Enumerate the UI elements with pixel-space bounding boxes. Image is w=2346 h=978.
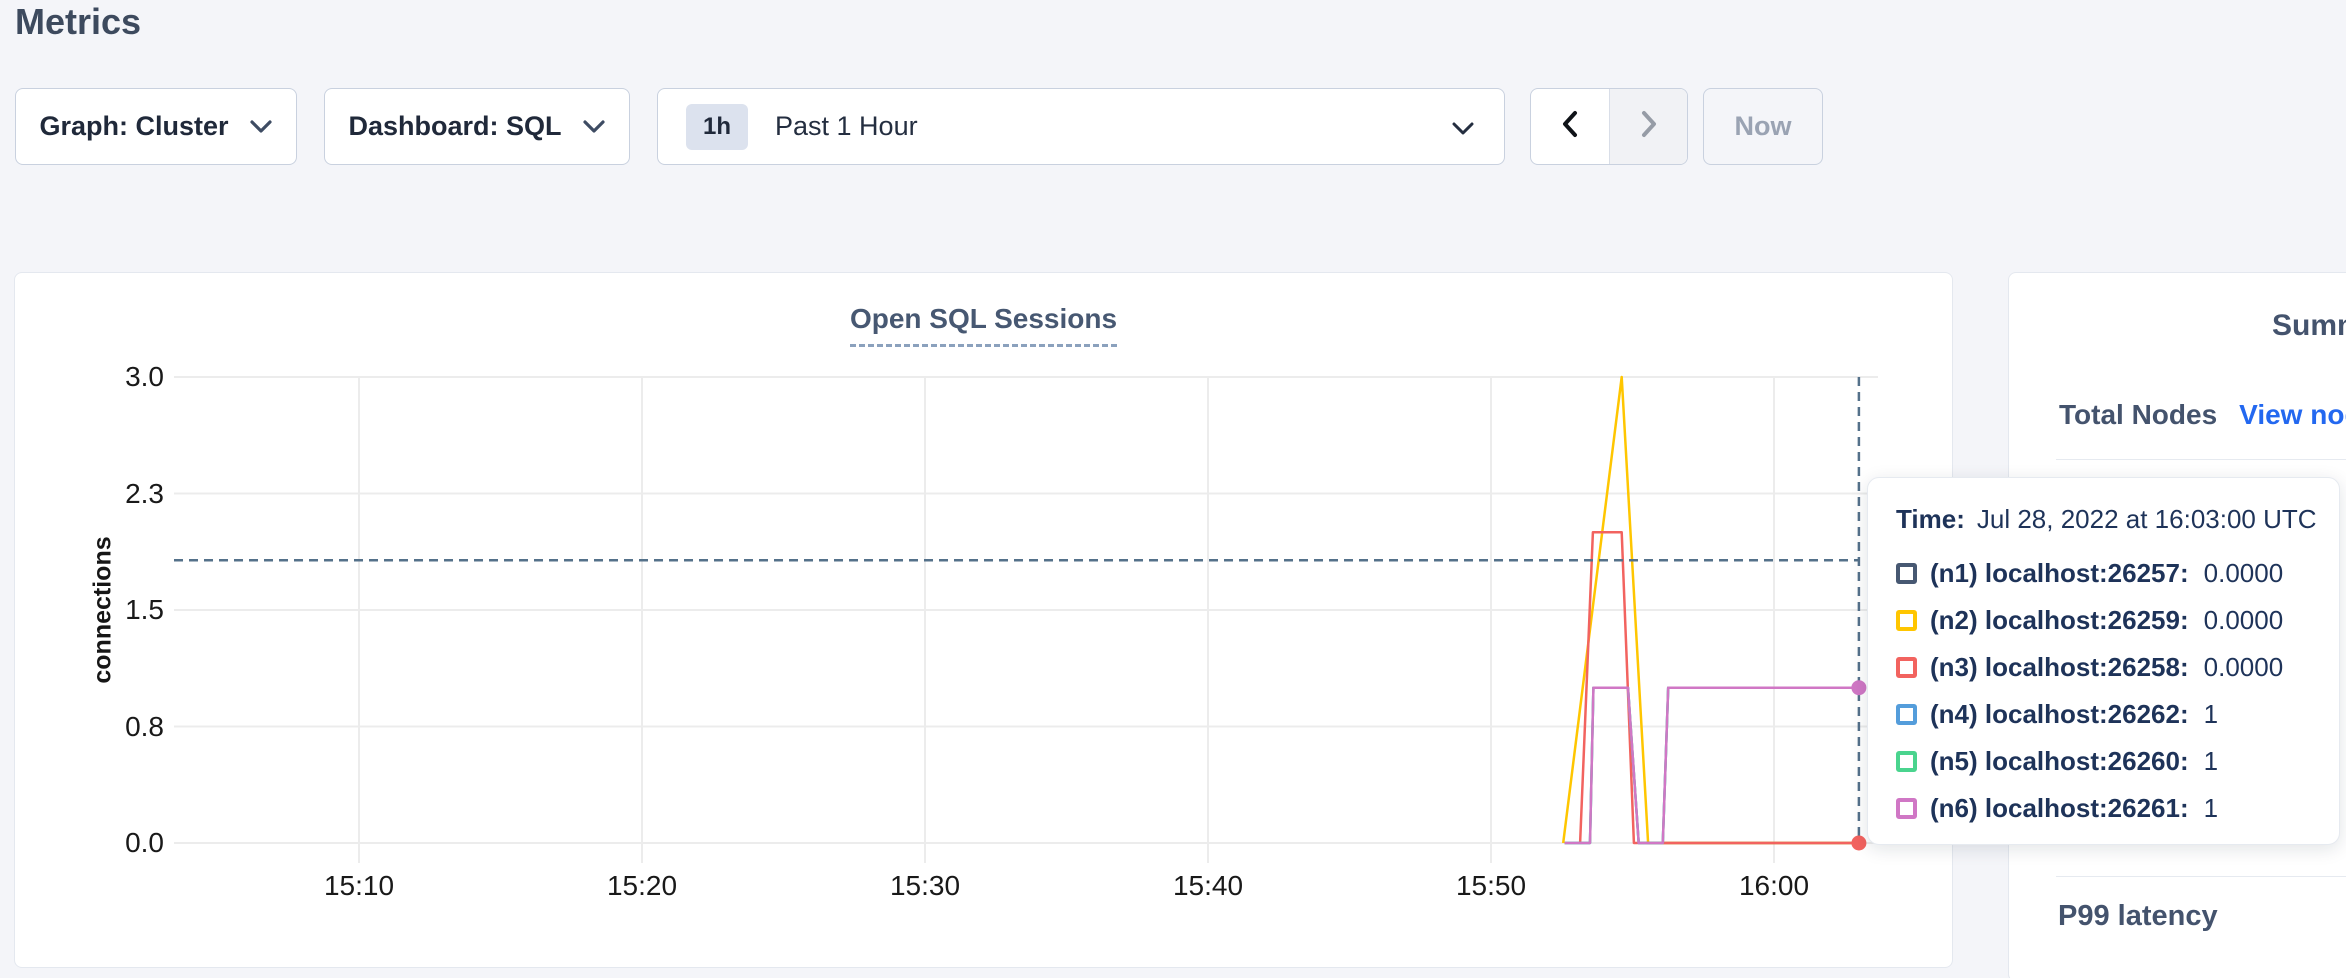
total-nodes-label: Total Nodes — [2059, 399, 2218, 430]
page-title: Metrics — [15, 1, 142, 42]
chevron-right-icon — [1639, 109, 1659, 144]
open-sql-sessions-chart-card: Open SQL Sessions connections 3.0 2.3 1.5 0… — [14, 272, 1953, 968]
tooltip-node-label: (n4) localhost:26262: — [1930, 698, 2189, 729]
tooltip-time-value: Jul 28, 2022 at 16:03:00 UTC — [1976, 504, 2317, 534]
chevron-down-icon — [582, 119, 606, 134]
tooltip-node-value: 1 — [2203, 698, 2219, 729]
series-swatch-icon — [1896, 562, 1917, 584]
tooltip-time-label: Time: — [1896, 504, 1965, 534]
chevron-left-icon — [1560, 109, 1580, 144]
series-swatch-icon — [1896, 656, 1917, 678]
x-tick-label: 15:50 — [1455, 870, 1527, 901]
tooltip-node-value: 1 — [2203, 745, 2219, 776]
previous-timeframe-button[interactable] — [1531, 89, 1609, 164]
chart-title[interactable]: Open SQL Sessions — [849, 303, 1118, 347]
divider — [2056, 876, 2346, 877]
series-end-dot — [1851, 835, 1867, 851]
series-swatch-icon — [1896, 750, 1917, 772]
tooltip-node-value: 0.0000 — [2203, 604, 2284, 635]
y-tick-label: 0.8 — [125, 710, 164, 742]
y-tick-label: 0.0 — [125, 827, 164, 858]
tooltip-rows: (n1) localhost:26257: 0.0000 (n2) localhos… — [1896, 558, 2311, 823]
tooltip-row: (n3) localhost:26258: 0.0000 — [1896, 652, 2311, 682]
graph-dropdown[interactable]: Graph: Cluster — [15, 88, 297, 165]
dashboard-dropdown-label: Dashboard: SQL — [348, 111, 562, 141]
tooltip-node-value: 0.0000 — [2203, 557, 2284, 588]
x-tick-label: 15:10 — [323, 870, 395, 901]
dashboard-dropdown[interactable]: Dashboard: SQL — [324, 88, 630, 165]
series-swatch-icon — [1896, 797, 1917, 819]
next-timeframe-button[interactable] — [1609, 89, 1687, 164]
y-tick-label: 2.3 — [125, 477, 164, 509]
series-line — [1564, 686, 1859, 845]
chevron-down-icon — [249, 119, 273, 134]
tooltip-row: (n1) localhost:26257: 0.0000 — [1896, 558, 2311, 588]
x-tick-label: 16:00 — [1738, 870, 1810, 901]
tooltip-node-value: 1 — [2203, 792, 2219, 823]
p99-latency-label: P99 latency — [2058, 900, 2218, 932]
tooltip-node-label: (n5) localhost:26260: — [1930, 745, 2189, 776]
tooltip-row: (n4) localhost:26262: 1 — [1896, 699, 2311, 729]
tooltip-time-row: Time: Jul 28, 2022 at 16:03:00 UTC — [1896, 504, 2317, 535]
summary-panel-title: Summary — [2272, 309, 2346, 342]
tooltip-row: (n5) localhost:26260: 1 — [1896, 746, 2311, 776]
total-nodes-row: Total Nodes View nodes — [2059, 399, 2346, 431]
sessions-plot[interactable] — [15, 273, 1954, 969]
series-swatch-icon — [1896, 703, 1917, 725]
graph-dropdown-label: Graph: Cluster — [39, 111, 229, 141]
time-shift-button-group — [1530, 88, 1688, 165]
tooltip-node-label: (n2) localhost:26259: — [1930, 604, 2189, 635]
series-end-dot — [1851, 680, 1867, 696]
x-tick-label: 15:40 — [1172, 870, 1244, 901]
view-nodes-link[interactable]: View nodes — [2239, 399, 2346, 430]
divider — [2056, 459, 2346, 460]
x-tick-label: 15:30 — [889, 870, 961, 901]
series-line — [1564, 686, 1859, 845]
y-tick-label: 1.5 — [125, 594, 164, 625]
tooltip-node-label: (n3) localhost:26258: — [1930, 651, 2189, 682]
now-button[interactable]: Now — [1703, 88, 1823, 165]
tooltip-row: (n2) localhost:26259: 0.0000 — [1896, 605, 2311, 635]
series-swatch-icon — [1896, 609, 1917, 631]
now-button-label: Now — [1734, 111, 1792, 141]
series-line — [1564, 686, 1859, 845]
time-window-badge: 1h — [686, 103, 749, 150]
time-window-label: Past 1 Hour — [775, 111, 918, 141]
time-range-selector[interactable]: 1h Past 1 Hour — [657, 88, 1505, 165]
x-tick-label: 15:20 — [606, 870, 678, 901]
tooltip-node-label: (n6) localhost:26261: — [1930, 792, 2189, 823]
tooltip-node-label: (n1) localhost:26257: — [1930, 557, 2189, 588]
chart-hover-tooltip: Time: Jul 28, 2022 at 16:03:00 UTC (n1) l… — [1867, 477, 2340, 845]
chevron-down-icon — [1452, 122, 1474, 135]
y-tick-label: 3.0 — [125, 361, 164, 392]
tooltip-node-value: 0.0000 — [2203, 651, 2284, 682]
tooltip-row: (n6) localhost:26261: 1 — [1896, 793, 2311, 823]
series-line — [1578, 531, 1859, 845]
